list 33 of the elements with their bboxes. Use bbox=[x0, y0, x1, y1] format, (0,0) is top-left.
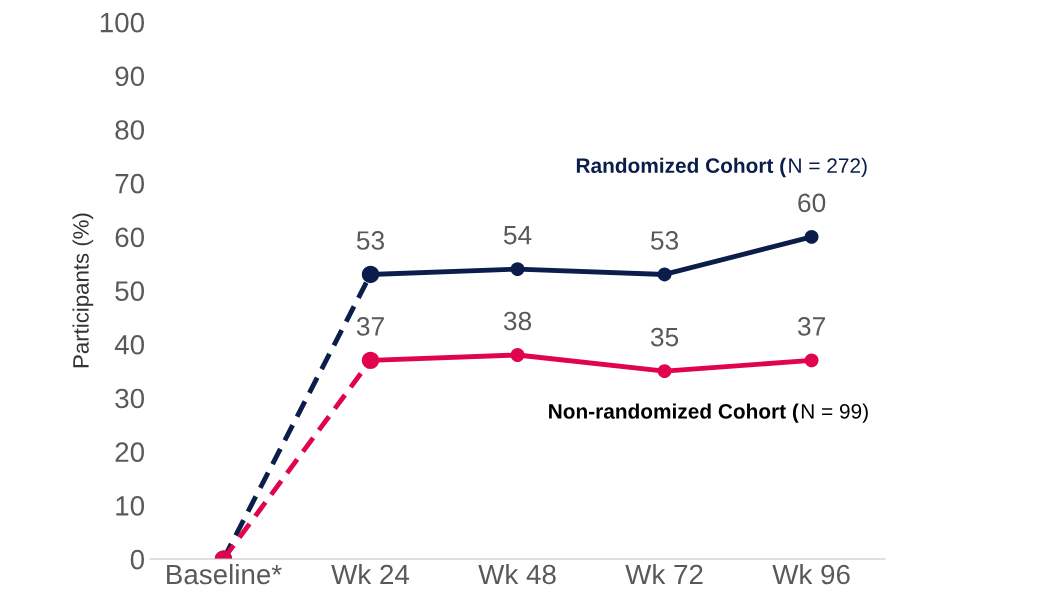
point bbox=[510, 348, 525, 362]
point bbox=[510, 262, 525, 277]
y-tick-label: 0 bbox=[130, 549, 145, 570]
y-tick-label: 100 bbox=[100, 12, 145, 33]
data-label: 60 bbox=[798, 193, 826, 213]
data-label: 54 bbox=[503, 226, 532, 245]
x-tick-label: Wk 24 bbox=[331, 563, 410, 585]
x-tick-label: Wk 72 bbox=[625, 563, 703, 585]
y-tick-label: 20 bbox=[115, 442, 145, 462]
data-label: 37 bbox=[797, 317, 825, 336]
x-tick-label: Baseline* bbox=[167, 563, 282, 585]
point bbox=[804, 229, 819, 244]
y-tick-label: 30 bbox=[115, 388, 145, 409]
point bbox=[657, 267, 672, 282]
y-tick-label: 40 bbox=[114, 334, 145, 355]
x-tick-label: Wk 96 bbox=[772, 563, 850, 585]
y-tick-label: 90 bbox=[115, 66, 145, 87]
x-tick-label: Wk 48 bbox=[478, 563, 556, 585]
data-label: 38 bbox=[503, 311, 532, 331]
y-tick-label: 70 bbox=[115, 173, 145, 194]
data-label: 37 bbox=[356, 317, 384, 336]
data-label: 35 bbox=[650, 327, 679, 347]
point bbox=[657, 364, 672, 379]
y-axis-title: Participants (%) bbox=[72, 213, 94, 368]
data-label: 53 bbox=[650, 231, 679, 250]
data-label: 53 bbox=[356, 231, 385, 250]
text: Non-randomized Cohort (N = 99) bbox=[549, 403, 868, 423]
text: Randomized Cohort (N = 272) bbox=[576, 157, 867, 178]
point bbox=[804, 353, 819, 368]
y-tick-label: 80 bbox=[115, 120, 145, 140]
y-tick-label: 60 bbox=[115, 227, 145, 248]
y-tick-label: 50 bbox=[115, 281, 145, 301]
y-tick-label: 10 bbox=[116, 496, 145, 516]
